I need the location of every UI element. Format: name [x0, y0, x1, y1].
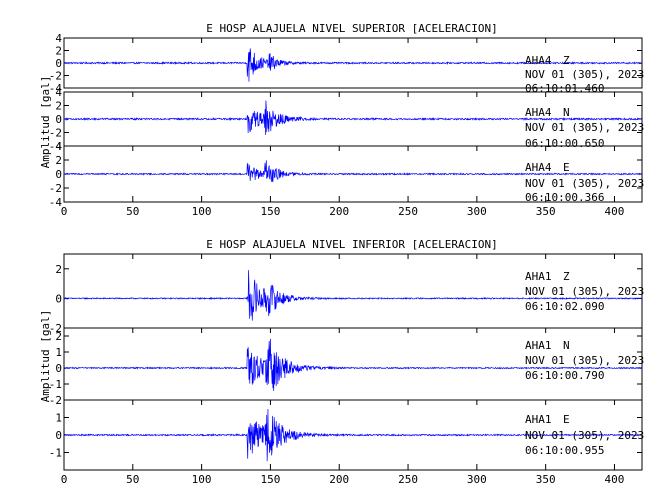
time-label: 06:10:00.650 [525, 137, 604, 150]
y-tick-label: -2 [49, 322, 62, 335]
y-tick-label: 1 [55, 346, 62, 359]
plot-ticks: -1 0 1 [49, 400, 642, 460]
y-tick-label: 4 [55, 86, 62, 99]
y-tick-label: 2 [55, 263, 62, 276]
trace-line [63, 338, 643, 391]
x-tick-label: 100 [192, 473, 212, 486]
y-tick-label: 0 [55, 362, 62, 375]
y-tick-label: 0 [55, 429, 62, 442]
date-label: NOV 01 (305), 2023 [525, 177, 644, 190]
y-tick-label: -4 [49, 82, 63, 95]
y-tick-label: -2 [49, 182, 62, 195]
top-title: E HOSP ALAJUELA NIVEL SUPERIOR [ACELERAC… [206, 22, 497, 35]
station-label: AHA4 [525, 54, 552, 67]
x-tick-label: 100 [192, 205, 212, 218]
date-label: NOV 01 (305), 2023 [525, 285, 644, 298]
bottom-channel-e: -1 0 1 AHA1 E NOV 01 (305), 2023 06:10:00.… [49, 399, 644, 471]
y-tick-label: 2 [55, 330, 62, 343]
station-label: AHA1 [525, 270, 552, 283]
x-tick-label: 50 [126, 205, 139, 218]
station-label: AHA4 [525, 106, 552, 119]
time-label: 06:10:02.090 [525, 300, 604, 313]
bottom-title: E HOSP ALAJUELA NIVEL INFERIOR [ACELERAC… [206, 238, 497, 251]
top-x-axis: 0 50 100 150 200 250 300 350 400 [61, 196, 625, 218]
component-label: E [563, 413, 570, 426]
time-label: 06:10:01.460 [525, 82, 604, 95]
y-tick-label: 2 [55, 100, 62, 113]
y-tick-label: 0 [55, 168, 62, 181]
x-tick-label: 350 [536, 473, 556, 486]
bottom-channel-z: -2 0 2 AHA1 Z NOV 01 (305), 2023 06:10:02.… [49, 253, 644, 335]
component-label: N [563, 106, 570, 119]
y-tick-label: -2 [49, 394, 62, 407]
x-tick-label: 400 [605, 205, 625, 218]
trace-line [63, 408, 643, 462]
component-label: N [563, 339, 570, 352]
y-tick-label: 0 [55, 292, 62, 305]
y-tick-label: 2 [55, 154, 62, 167]
x-tick-label: 0 [61, 205, 68, 218]
bottom-x-axis: 0 50 100 150 200 250 300 350 400 [61, 464, 625, 486]
y-tick-label: -4 [49, 196, 63, 209]
x-tick-label: 0 [61, 473, 68, 486]
y-tick-label: 4 [55, 140, 62, 153]
y-tick-label: -1 [49, 378, 62, 391]
station-label: AHA4 [525, 161, 552, 174]
y-tick-label: -2 [49, 70, 62, 83]
y-tick-label: -1 [49, 447, 62, 460]
time-label: 06:10:00.790 [525, 369, 604, 382]
time-label: 06:10:00.955 [525, 444, 604, 457]
station-label: AHA1 [525, 413, 552, 426]
top-ylabel: Amplitud [gal] [39, 76, 52, 169]
trace-line [63, 100, 643, 135]
date-label: NOV 01 (305), 2023 [525, 354, 644, 367]
trace-line [63, 48, 643, 82]
x-tick-label: 350 [536, 205, 556, 218]
date-label: NOV 01 (305), 2023 [525, 121, 644, 134]
y-tick-label: 4 [55, 32, 62, 45]
x-tick-label: 250 [398, 473, 418, 486]
bottom-channel-n: -2 -1 0 1 2 AHA1 N NOV 01 (305), 2023 06:10:… [49, 327, 644, 407]
bottom-ylabel: Amplitud [gal] [39, 310, 52, 403]
y-tick-label: -2 [49, 127, 62, 140]
component-label: Z [563, 270, 570, 283]
x-tick-label: 300 [467, 473, 487, 486]
y-tick-label: -4 [49, 140, 63, 153]
y-tick-label: 2 [55, 45, 62, 58]
y-tick-label: 0 [55, 113, 62, 126]
component-label: Z [563, 54, 570, 67]
date-label: NOV 01 (305), 2023 [525, 68, 644, 81]
x-tick-label: 250 [398, 205, 418, 218]
x-tick-label: 300 [467, 205, 487, 218]
date-label: NOV 01 (305), 2023 [525, 429, 644, 442]
x-tick-label: 400 [605, 473, 625, 486]
station-label: AHA1 [525, 339, 552, 352]
y-tick-label: 0 [55, 57, 62, 70]
component-label: E [563, 161, 570, 174]
x-tick-label: 200 [329, 473, 349, 486]
time-label: 06:10:00.366 [525, 191, 604, 204]
x-tick-label: 150 [260, 473, 280, 486]
trace-line [63, 270, 643, 321]
y-tick-label: 1 [55, 412, 62, 425]
trace-line [63, 160, 643, 183]
x-tick-label: 50 [126, 473, 139, 486]
x-tick-label: 200 [329, 205, 349, 218]
x-tick-label: 150 [260, 205, 280, 218]
